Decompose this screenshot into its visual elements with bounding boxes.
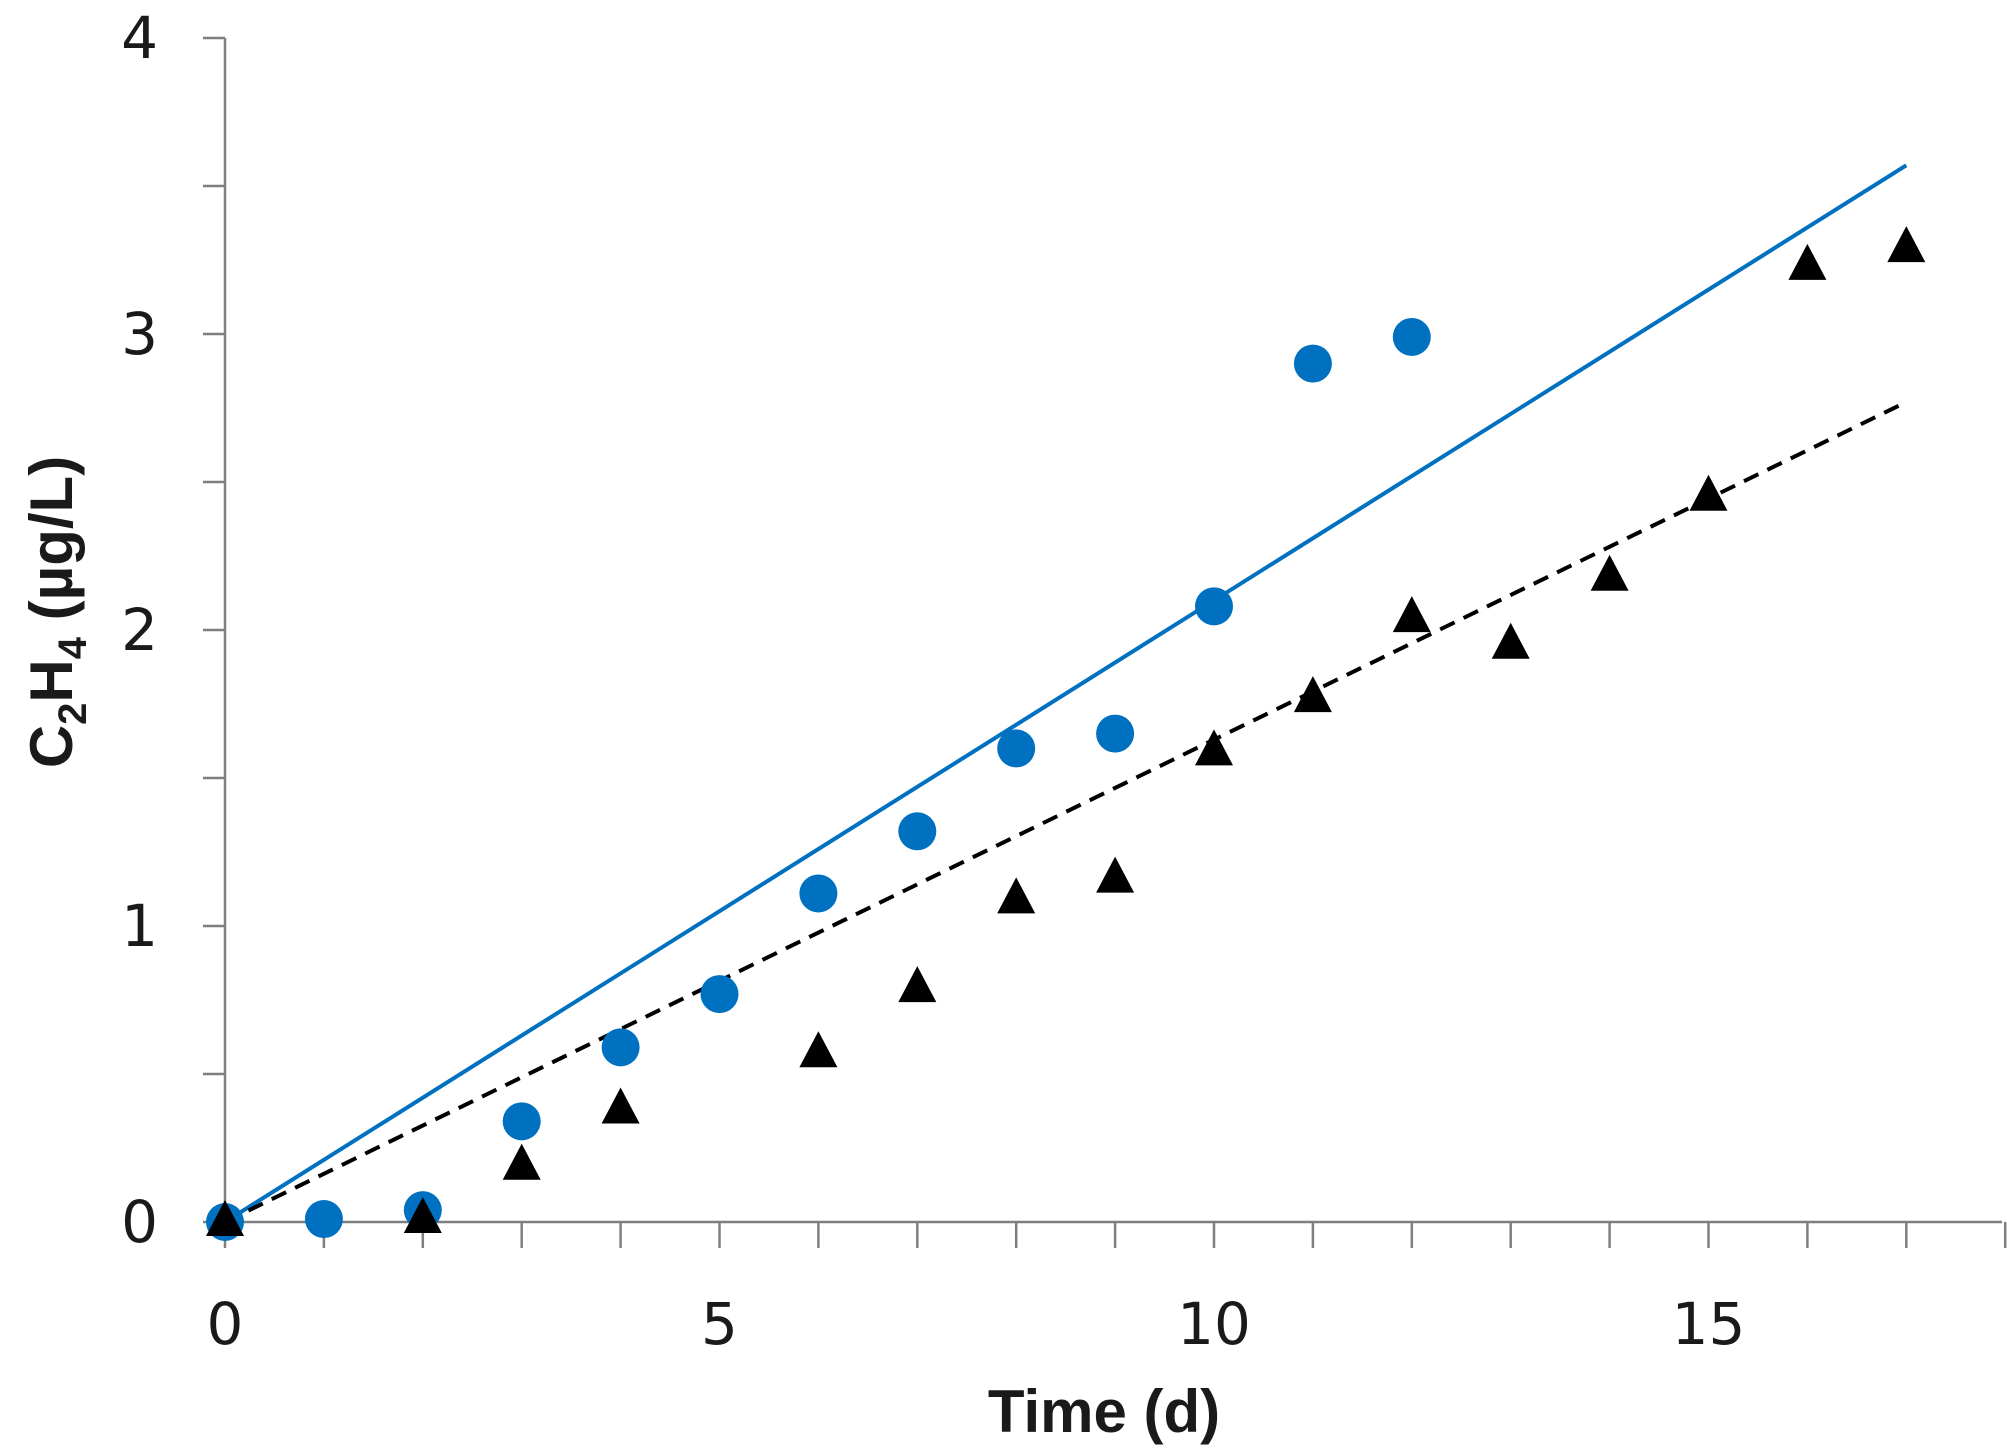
data-point-circle [1096,714,1135,753]
y-tick-label: 0 [121,1188,158,1256]
data-point-circle [997,729,1036,768]
points-layer [206,226,1926,1241]
data-point-circle [700,975,739,1014]
data-point-triangle [799,1031,838,1068]
trendline-triangles-fit [224,400,1908,1224]
x-tick-label: 0 [207,1290,244,1358]
data-point-triangle [1491,622,1530,659]
x-tick-label: 10 [1177,1290,1251,1358]
y-axis-title-c: C [18,725,85,768]
y-tick-label: 2 [121,596,158,664]
data-point-triangle [1689,474,1728,511]
data-point-triangle [1195,729,1233,766]
y-axis-title-sub-2: 2 [51,703,95,725]
data-point-circle [898,812,937,851]
data-point-circle [502,1102,541,1141]
data-point-triangle [601,1087,640,1124]
data-point-triangle [1590,554,1629,591]
y-axis-title-unit: (µg/L) [18,456,85,637]
data-point-triangle [206,1200,244,1236]
data-point-triangle [1887,226,1926,263]
data-point-triangle [403,1197,442,1234]
x-axis-title: Time (d) [988,1378,1220,1445]
data-point-triangle [502,1143,541,1180]
y-axis-title: C2H4 (µg/L) [18,456,95,768]
y-axis-title-sub-4: 4 [51,636,95,659]
x-tick-label: 15 [1672,1290,1746,1358]
data-point-triangle [1293,676,1332,713]
y-tick-label: 3 [121,300,158,368]
data-point-circle [304,1200,343,1239]
data-point-circle [1195,587,1233,626]
trendline-circles-fit [223,163,1908,1224]
y-axis-title-h: H [18,659,85,702]
data-point-triangle [1096,856,1135,893]
data-point-triangle [1392,596,1431,633]
axes-layer: 0 1 2 3 4 0 5 10 15 [121,4,2007,1358]
data-point-circle [1392,317,1431,356]
data-point-triangle [997,877,1036,914]
data-point-circle [799,874,838,913]
data-point-triangle [1788,243,1827,280]
labels-layer: Time (d) C2H4 (µg/L) [18,456,1220,1445]
data-point-circle [1293,344,1332,383]
x-tick-label: 5 [701,1290,738,1358]
data-point-circle [601,1028,640,1067]
trendlines-layer [223,163,1908,1224]
y-tick-label: 4 [121,4,158,72]
data-point-triangle [898,966,937,1003]
y-tick-label: 1 [121,892,158,960]
